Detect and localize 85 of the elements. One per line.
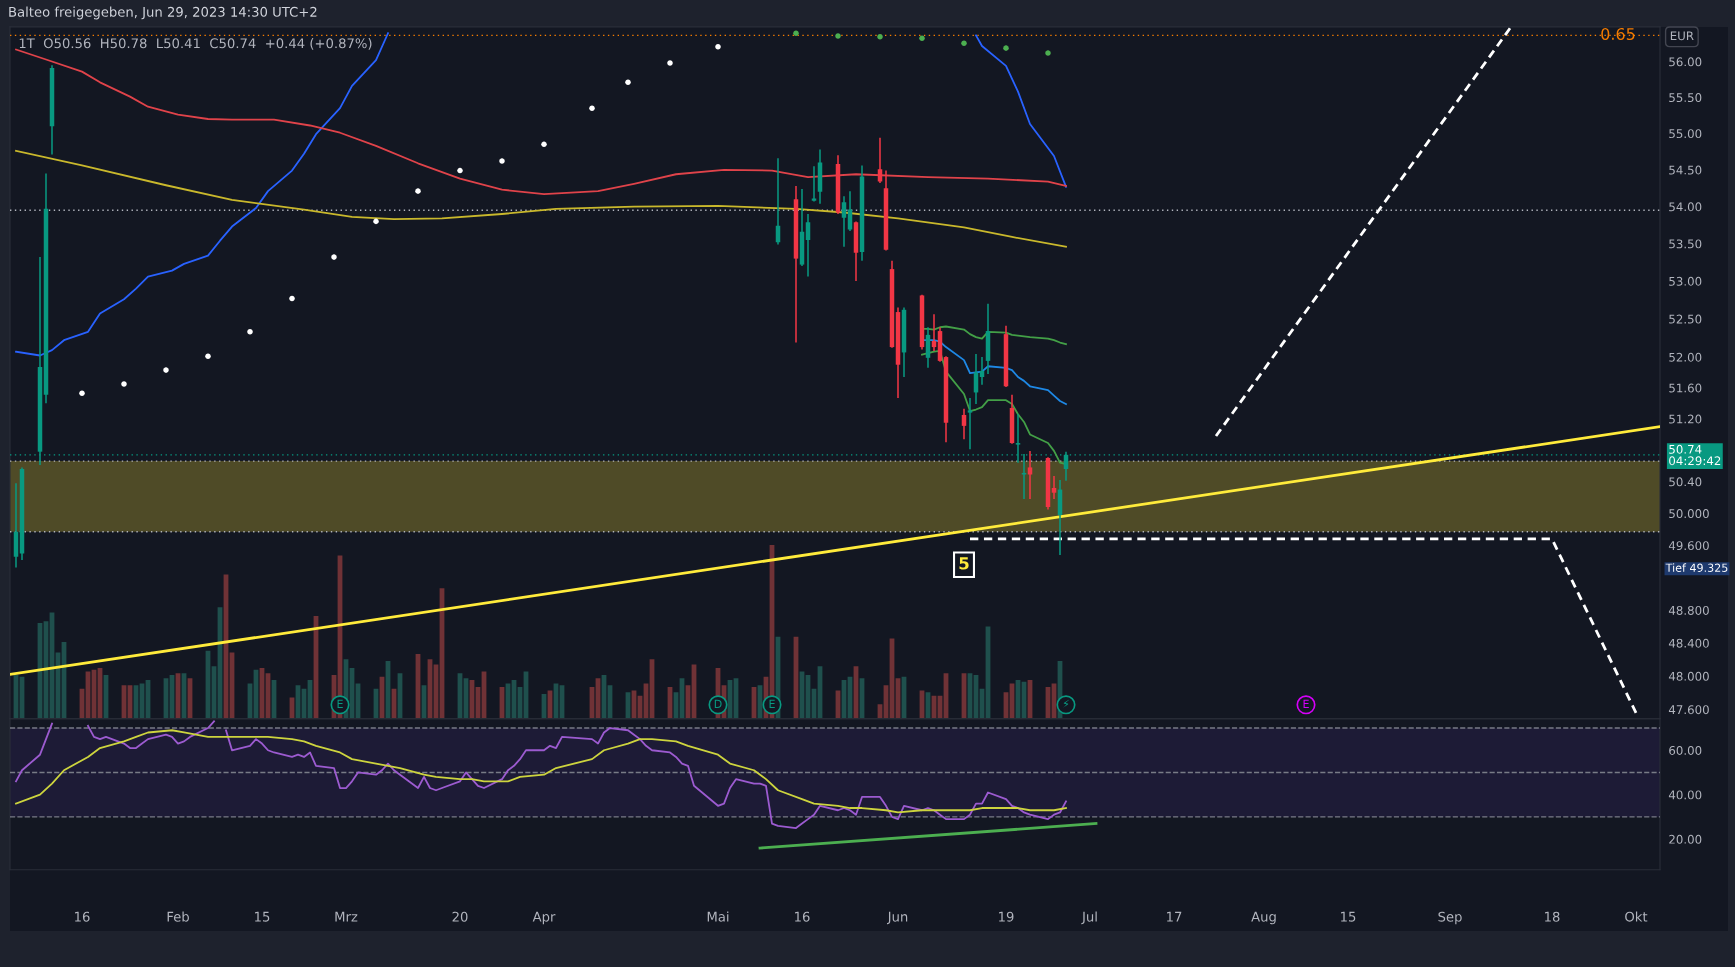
point <box>625 79 631 86</box>
y-tick-label: 60.00 <box>1669 745 1702 755</box>
y-tick-label: 53.50 <box>1669 239 1702 249</box>
line-series <box>15 149 1067 248</box>
point <box>961 40 967 46</box>
annotation: D <box>714 699 722 708</box>
point <box>415 188 421 194</box>
point <box>715 43 721 50</box>
point <box>457 167 463 174</box>
x-tick-label: Jun <box>887 911 908 925</box>
y-tick-label: 47.600 <box>1668 705 1709 715</box>
point <box>121 381 127 387</box>
point <box>541 141 547 148</box>
annotation: E <box>769 699 775 708</box>
y-tick-label: 50.40 <box>1669 477 1702 487</box>
x-tick-label: Mrz <box>335 911 358 922</box>
x-tick-label: Apr <box>532 911 556 925</box>
point <box>247 329 253 335</box>
point <box>373 218 379 225</box>
x-tick-label: 20 <box>452 911 468 922</box>
candlestick <box>1051 475 1057 500</box>
y-tick-label: 56.00 <box>1669 57 1702 67</box>
point <box>919 35 925 41</box>
y-tick-label: 48.800 <box>1668 605 1709 615</box>
point <box>877 34 883 40</box>
text: 1T O50.56 H50.78 L50.41 C50.74 +0.44 (+0.87%) <box>19 38 372 50</box>
y-tick-label: 40.00 <box>1668 790 1702 800</box>
annotation: ⚡ <box>1063 699 1069 708</box>
candlestick <box>841 195 847 248</box>
point <box>1003 45 1009 51</box>
y-tick-label: 50.000 <box>1669 509 1709 519</box>
x-tick-label: 15 <box>255 911 270 922</box>
y-tick-label: 52.00 <box>1669 352 1702 362</box>
line-series <box>921 325 1067 345</box>
candlestick <box>877 137 883 184</box>
x-tick-label: 18 <box>1545 911 1560 922</box>
y-tick-label: 52.50 <box>1669 314 1702 324</box>
x-tick-label: 15 <box>1341 911 1356 922</box>
point <box>1045 50 1051 56</box>
candlestick <box>961 407 967 440</box>
candlestick <box>1027 450 1033 500</box>
annotation: 5 <box>959 557 969 570</box>
x-tick-label: Sep <box>1438 911 1462 925</box>
x-tick-label: 19 <box>999 911 1014 922</box>
y-tick-label: 55.00 <box>1669 129 1702 139</box>
point <box>163 367 169 373</box>
y-tick-label: Tief 49.325 <box>1665 563 1728 572</box>
y-tick-label: 20.00 <box>1669 834 1702 844</box>
chart-title: Balteo freigegeben, Jun 29, 2023 14:30 UTC+2 <box>9 6 317 20</box>
annotation: E <box>337 699 343 708</box>
x-tick-label: 16 <box>795 911 810 922</box>
x-tick-label: 17 <box>1167 911 1182 922</box>
y-tick-label: 48.000 <box>1668 671 1709 681</box>
point <box>835 33 841 39</box>
y-tick-label: 48.400 <box>1668 638 1709 648</box>
y-tick-label: 50.74 04:29:42 <box>1669 444 1721 466</box>
point <box>79 390 85 397</box>
candlestick <box>967 397 973 451</box>
y-tick-label: 49.600 <box>1668 541 1709 551</box>
y-tick-label: 55.50 <box>1669 93 1702 103</box>
line-series <box>15 729 1067 814</box>
y-tick-label: 51.60 <box>1669 383 1702 393</box>
point <box>289 295 295 302</box>
x-tick-label: Mai <box>707 911 729 922</box>
candlestick <box>811 165 817 203</box>
point <box>205 353 211 360</box>
candlestick <box>805 213 811 278</box>
point <box>667 60 673 66</box>
annotation: E <box>1303 699 1309 708</box>
y-tick-label: 53.00 <box>1669 276 1702 286</box>
text: EUR <box>1670 31 1694 41</box>
annotation: 0.65 <box>1601 27 1635 41</box>
x-tick-label: 16 <box>75 911 90 922</box>
y-tick-label: 54.00 <box>1669 202 1702 212</box>
point <box>793 30 799 37</box>
point <box>331 254 337 260</box>
x-tick-label: Aug <box>1251 911 1276 925</box>
x-tick-label: Feb <box>167 911 189 922</box>
x-tick-label: Okt <box>1625 911 1648 922</box>
y-tick-label: 51.20 <box>1669 414 1702 424</box>
line-series <box>15 48 1067 195</box>
point <box>499 158 505 164</box>
y-tick-label: 54.50 <box>1669 165 1702 175</box>
point <box>589 105 595 111</box>
x-tick-label: Jul <box>1081 911 1097 925</box>
